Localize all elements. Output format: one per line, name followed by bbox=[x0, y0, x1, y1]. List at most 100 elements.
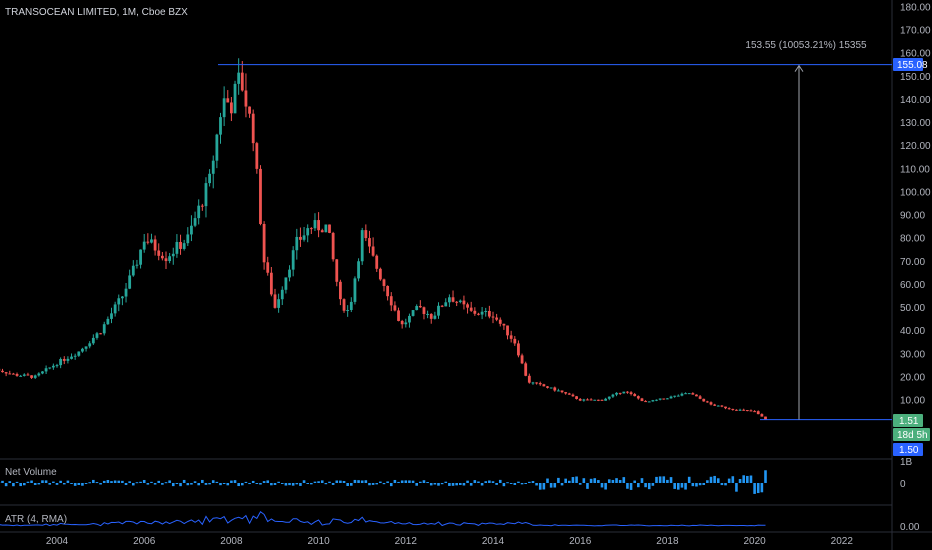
volume-bar bbox=[175, 483, 179, 484]
candle-body bbox=[709, 402, 713, 405]
volume-axis-tick-zero: 0 bbox=[900, 479, 906, 490]
volume-bar bbox=[444, 481, 448, 483]
volume-bar bbox=[513, 483, 517, 485]
volume-bar bbox=[171, 483, 175, 487]
candle-body bbox=[368, 238, 371, 247]
candle-body bbox=[389, 296, 393, 306]
volume-bar bbox=[426, 482, 429, 484]
time-tick-label: 2020 bbox=[743, 536, 766, 547]
volume-bar bbox=[379, 481, 382, 483]
volume-bar bbox=[139, 481, 142, 483]
volume-bar bbox=[637, 483, 640, 488]
volume-bar bbox=[651, 483, 655, 486]
volume-bar bbox=[317, 481, 320, 483]
candle-body bbox=[26, 374, 30, 376]
volume-bar bbox=[157, 480, 161, 483]
candle-body bbox=[644, 401, 647, 403]
candle-body bbox=[139, 249, 142, 265]
candle-body bbox=[400, 320, 404, 325]
candle-body bbox=[335, 259, 339, 282]
volume-bar bbox=[466, 480, 469, 483]
volume-bar bbox=[270, 483, 273, 486]
candle-body bbox=[586, 399, 589, 401]
candle-body bbox=[429, 313, 433, 319]
candle-body bbox=[288, 269, 291, 278]
volume-bar bbox=[760, 483, 764, 493]
candle-body bbox=[611, 394, 615, 397]
volume-bar bbox=[724, 483, 727, 486]
volume-bar bbox=[201, 479, 204, 483]
volume-bar bbox=[132, 483, 135, 486]
volume-bar bbox=[477, 481, 480, 483]
volume-bar bbox=[26, 481, 30, 483]
volume-bar bbox=[746, 475, 749, 483]
volume-bar bbox=[419, 481, 422, 483]
svg-text:1.50: 1.50 bbox=[899, 445, 919, 456]
time-axis[interactable]: 2004 2006 2008 2010 2012 2014 2016 2018 2020 2022 bbox=[46, 536, 853, 547]
volume-bar bbox=[491, 481, 495, 483]
candle-body bbox=[404, 322, 408, 325]
volume-bar bbox=[331, 483, 335, 485]
candle-body bbox=[680, 393, 684, 396]
price-tick-label: 150.00 bbox=[900, 72, 931, 83]
candle-body bbox=[19, 375, 23, 377]
candle-body bbox=[433, 315, 437, 319]
volume-bar bbox=[509, 483, 513, 484]
candle-body bbox=[360, 230, 364, 262]
candle-body bbox=[411, 310, 415, 316]
candle-body bbox=[378, 268, 382, 280]
volume-bar bbox=[415, 483, 418, 486]
svg-text:18d 5h: 18d 5h bbox=[897, 430, 928, 441]
candle-body bbox=[582, 399, 586, 401]
candle-body bbox=[484, 310, 488, 312]
volume-bar bbox=[389, 483, 393, 487]
volume-bar bbox=[310, 483, 313, 485]
volume-bar bbox=[666, 479, 669, 483]
volume-bar bbox=[41, 480, 44, 483]
candle-body bbox=[284, 277, 288, 290]
price-tick-label: 120.00 bbox=[900, 141, 931, 152]
candle-body bbox=[70, 356, 73, 359]
candle-body bbox=[560, 390, 564, 393]
volume-bar bbox=[106, 480, 110, 483]
volume-bar bbox=[193, 481, 197, 483]
volume-bar bbox=[535, 483, 538, 486]
candle-body bbox=[604, 398, 608, 401]
volume-bar bbox=[244, 481, 248, 483]
candle-body bbox=[422, 307, 426, 315]
volume-bar bbox=[691, 483, 695, 487]
volume-bar bbox=[647, 483, 651, 490]
candle-body bbox=[168, 256, 172, 262]
candle-body bbox=[193, 218, 197, 226]
candle-body bbox=[727, 408, 731, 410]
candle-body bbox=[91, 337, 95, 344]
volume-bar bbox=[524, 483, 527, 484]
candle-body bbox=[273, 294, 277, 308]
volume-bar bbox=[393, 479, 397, 483]
volume-bar bbox=[597, 480, 600, 483]
volume-bar bbox=[186, 483, 190, 486]
volume-bar bbox=[197, 483, 200, 486]
volume-bar bbox=[30, 480, 33, 483]
candle-body bbox=[491, 316, 495, 318]
volume-bar bbox=[142, 479, 146, 483]
volume-bar bbox=[429, 483, 433, 486]
volume-bar bbox=[706, 480, 709, 483]
candle-body bbox=[487, 310, 491, 317]
volume-bar bbox=[448, 483, 451, 486]
volume-bar bbox=[215, 481, 219, 483]
volume-bar bbox=[484, 481, 488, 483]
candle-body bbox=[160, 255, 164, 259]
candle-body bbox=[4, 372, 8, 374]
candle-body bbox=[280, 289, 284, 300]
volume-bar bbox=[375, 483, 379, 485]
volume-bar bbox=[662, 476, 666, 483]
volume-bar bbox=[680, 483, 684, 488]
volume-bar bbox=[437, 483, 440, 486]
measure-tool[interactable]: 153.55 (10053.21%) 15355 bbox=[218, 40, 892, 421]
candle-body bbox=[164, 258, 168, 262]
candle-body bbox=[520, 355, 524, 364]
last-price-tag: 1.51 bbox=[893, 414, 923, 427]
candle-body bbox=[738, 409, 742, 411]
